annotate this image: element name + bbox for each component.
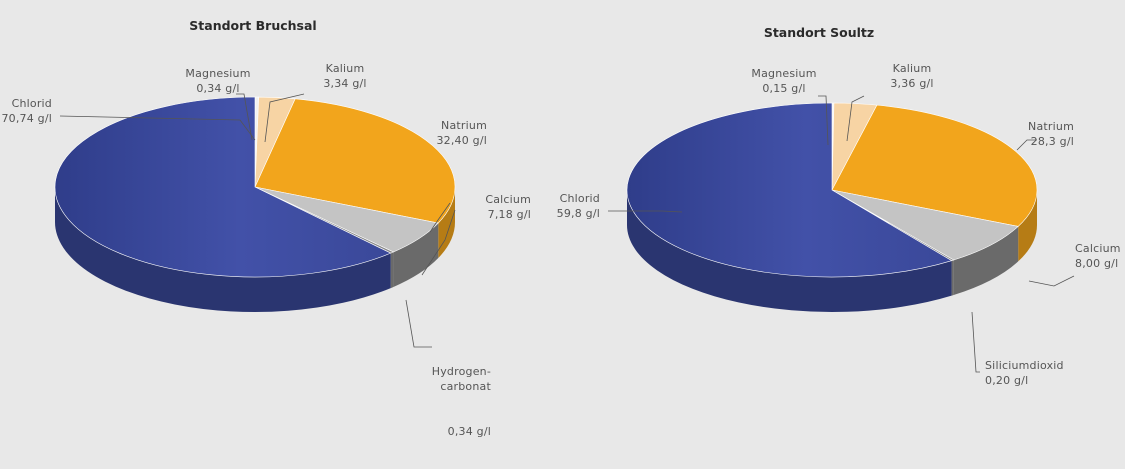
pie-chart-svg-soultz (608, 95, 1075, 373)
slice-label-chlorid: Chlorid 70,74 g/l (1, 96, 52, 126)
slice-name: Magnesium (185, 67, 251, 80)
slice-label-siliciumdioxid: Siliciumdioxid 0,20 g/l (985, 358, 1064, 388)
slice-label-hydrogencarbonat: Hydrogen- carbonat 0,34 g/l (432, 334, 491, 469)
slice-label-natrium: Natrium 28,3 g/l (1028, 119, 1074, 149)
slice-name: Kalium (325, 62, 365, 75)
slice-label-kalium: Kalium 3,34 g/l (323, 61, 366, 91)
slice-value: 0,15 g/l (762, 82, 806, 95)
pie-slice-0 (626, 102, 953, 278)
pie-side-5 (951, 260, 954, 296)
slice-label-magnesium: Magnesium 0,34 g/l (185, 66, 250, 96)
pie-side-3 (438, 187, 455, 259)
slice-value: 0,34 g/l (196, 82, 240, 95)
leader-line-3 (429, 202, 451, 233)
slice-value: 7,18 g/l (487, 208, 531, 221)
slice-name: Calcium (485, 193, 531, 206)
leader-line-1 (818, 95, 829, 146)
slice-value: 8,00 g/l (1075, 257, 1119, 270)
pie-chart-svg-bruchsal (54, 93, 456, 348)
slice-value: 3,36 g/l (890, 77, 934, 90)
leader-line-3 (1016, 139, 1037, 151)
slice-label-calcium: Calcium 7,18 g/l (485, 192, 531, 222)
pie-slice-3 (831, 104, 1038, 227)
pie-side-4 (393, 223, 439, 287)
pie-chart-soultz: Standort Soultz Chlorid 59,8 g/l Magnesi… (557, 0, 1125, 390)
slice-label-calcium: Calcium 8,00 g/l (1075, 241, 1121, 271)
slice-name: Calcium (1075, 242, 1121, 255)
leader-line-0 (59, 115, 256, 141)
slice-name: Kalium (892, 62, 932, 75)
pie-slice-0 (54, 96, 392, 278)
leader-line-5 (405, 299, 432, 348)
pie-side-0 (627, 190, 952, 313)
slice-label-magnesium: Magnesium 0,15 g/l (751, 66, 816, 96)
leader-line-1 (236, 93, 253, 141)
slice-name: Natrium (441, 119, 487, 132)
slice-label-natrium: Natrium 32,40 g/l (436, 118, 487, 148)
slice-name: Chlorid (559, 192, 600, 205)
pie-side-3 (1018, 190, 1037, 262)
slice-value: 0,20 g/l (985, 374, 1029, 387)
slice-value: 70,74 g/l (1, 112, 52, 125)
chart-figure: Standort Bruchsal Chlorid 70,74 g/l Magn… (0, 0, 1125, 438)
chart-title-bruchsal: Standort Bruchsal (189, 18, 317, 33)
leader-line-4 (421, 209, 456, 276)
slice-value: 28,3 g/l (1030, 135, 1074, 148)
chart-title-soultz: Standort Soultz (763, 25, 875, 40)
pie-side-4 (953, 226, 1019, 296)
leader-line-0 (608, 210, 683, 213)
slice-label-kalium: Kalium 3,36 g/l (890, 61, 933, 91)
slice-name: Magnesium (751, 67, 817, 80)
slice-value: 3,34 g/l (323, 77, 367, 90)
slice-value: 32,40 g/l (436, 134, 487, 147)
leader-line-2 (846, 95, 865, 142)
leader-line-2 (264, 93, 305, 143)
slice-name: Chlorid (11, 97, 52, 110)
pie-chart-bruchsal: Standort Bruchsal Chlorid 70,74 g/l Magn… (0, 0, 562, 438)
slice-name: Natrium (1028, 120, 1074, 133)
slice-value: 59,8 g/l (556, 207, 600, 220)
slice-value: 0,34 g/l (447, 425, 491, 438)
slice-label-chlorid: Chlorid 59,8 g/l (557, 191, 600, 221)
pie-slice-4 (831, 189, 1019, 261)
leader-line-4 (1028, 275, 1075, 287)
pie-side-0 (55, 187, 391, 312)
leader-line-5 (971, 311, 980, 373)
slice-name: Siliciumdioxid (985, 359, 1064, 372)
pie-side-5 (390, 251, 394, 289)
pie-slice-3 (254, 98, 456, 224)
